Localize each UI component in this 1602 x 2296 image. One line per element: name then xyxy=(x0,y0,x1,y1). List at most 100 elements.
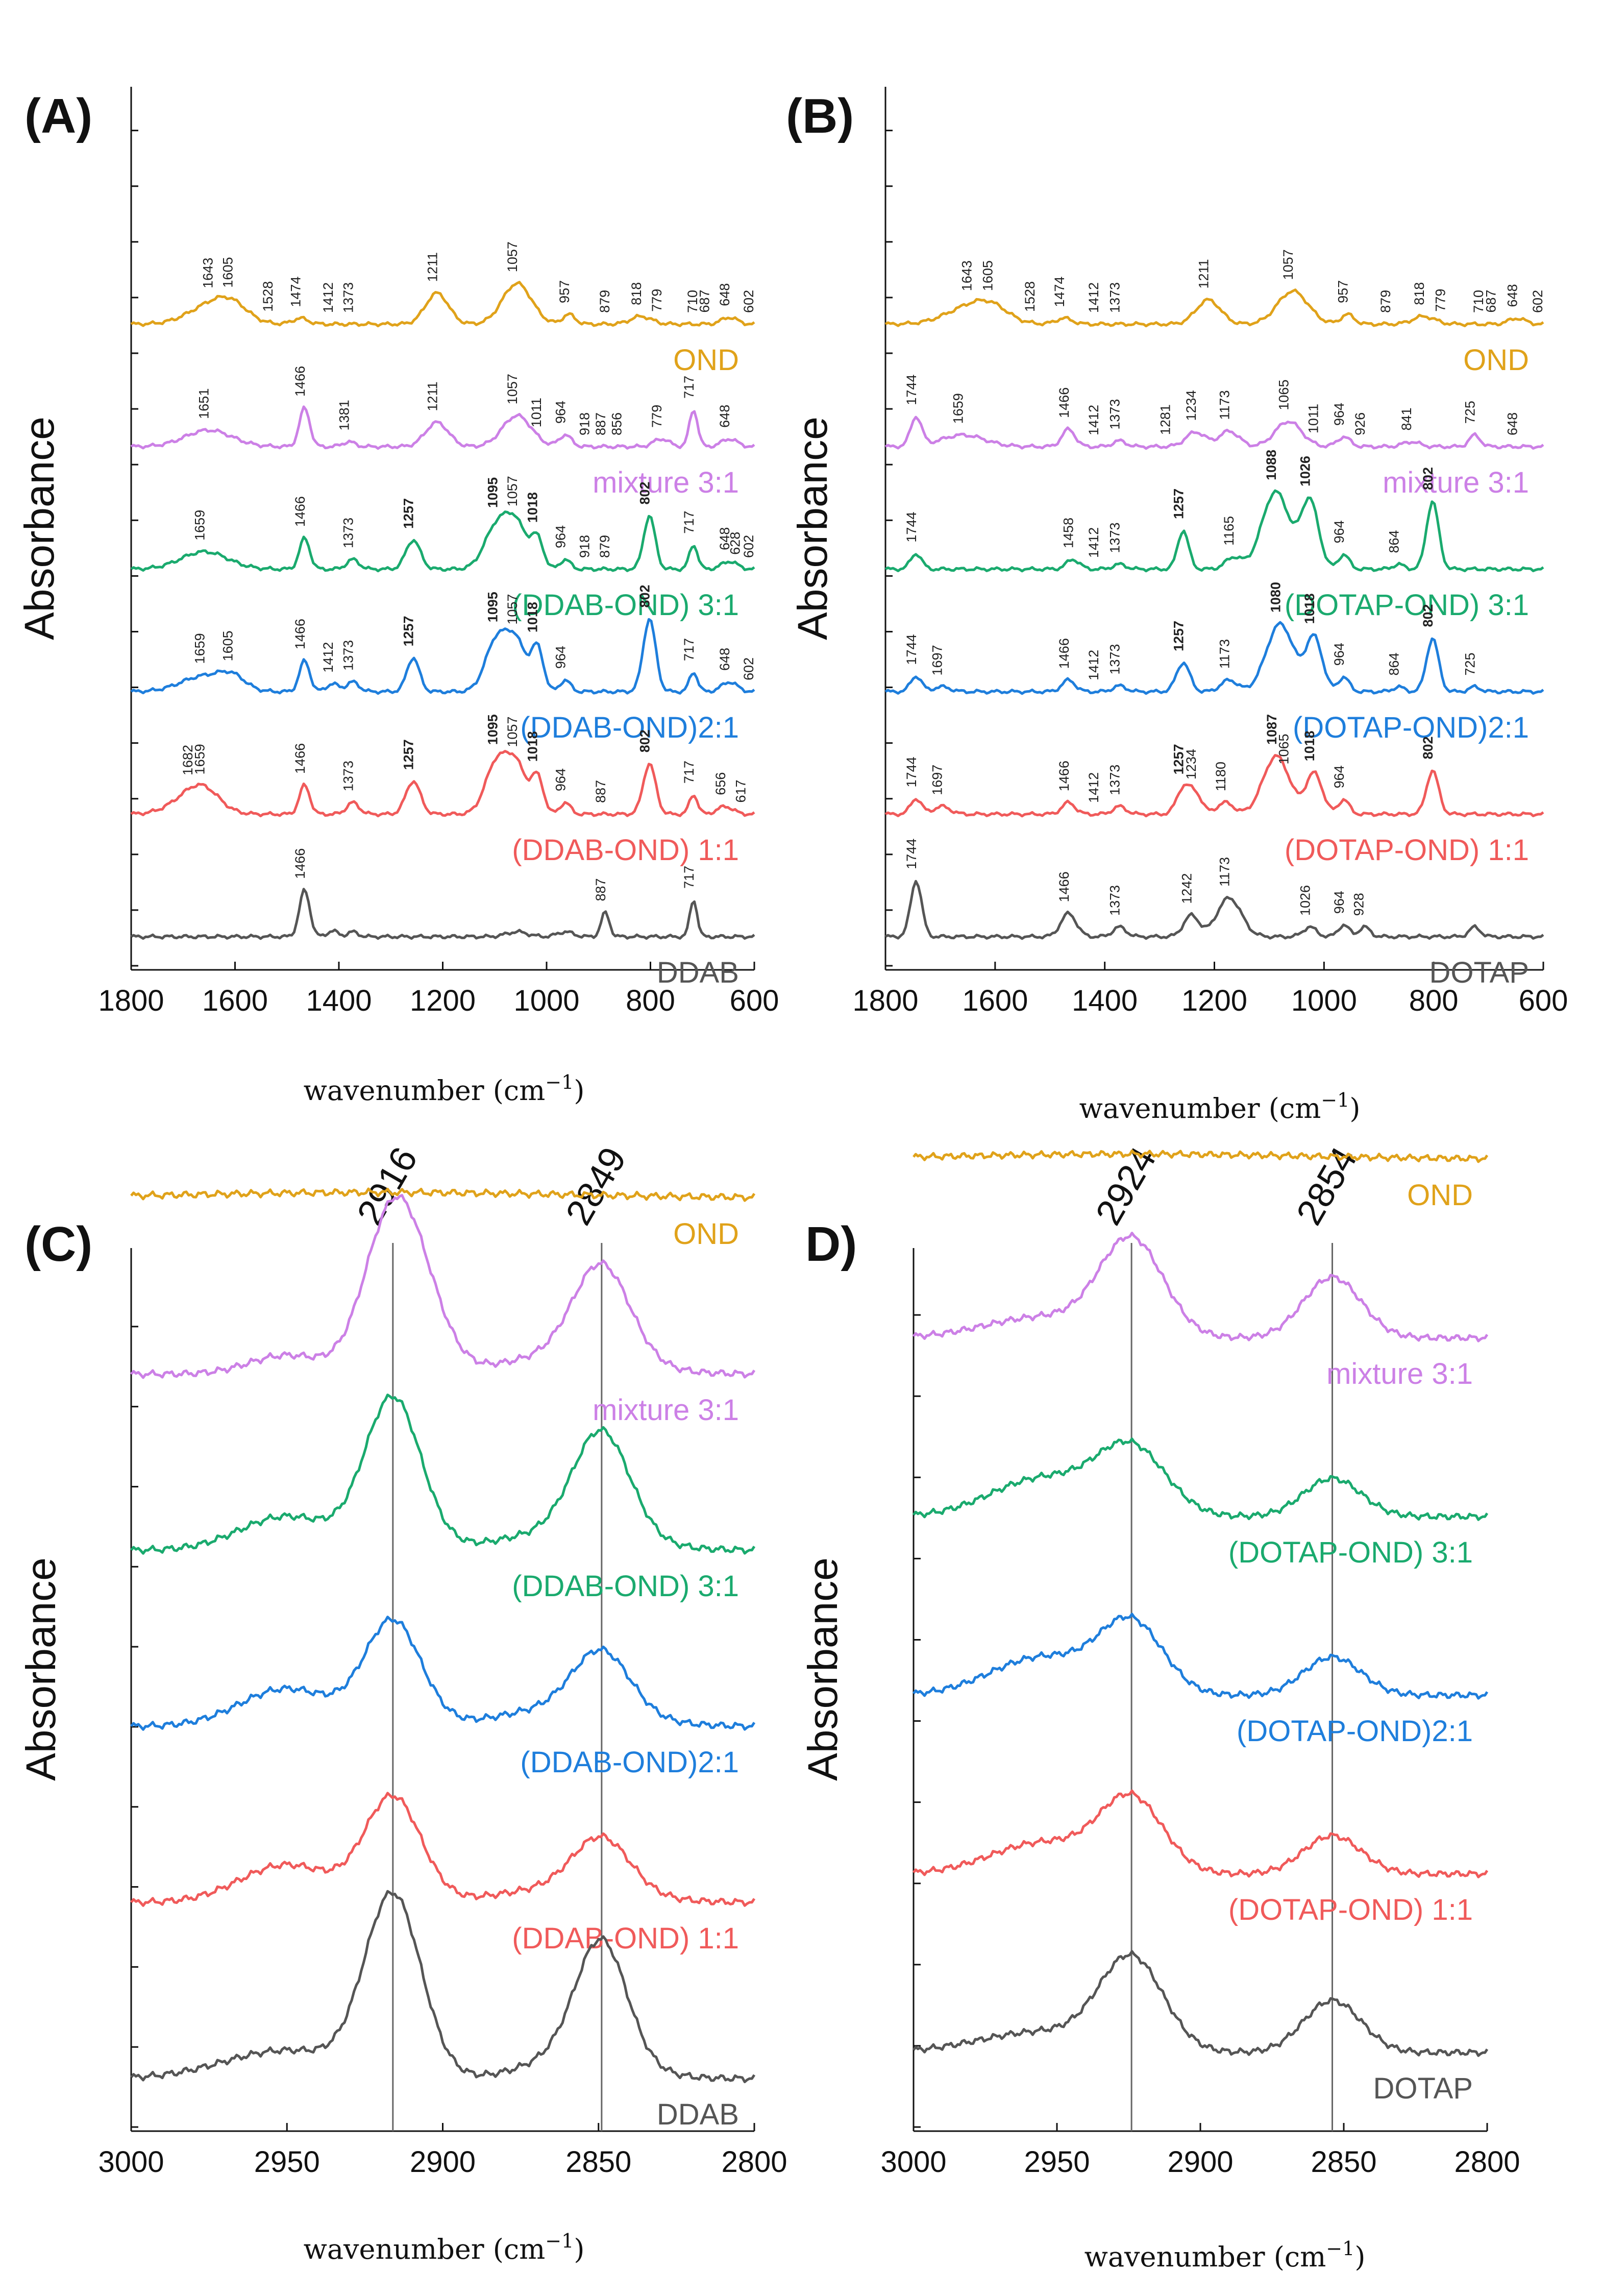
peak-label: 1257 xyxy=(1171,488,1186,519)
panel-label: (B) xyxy=(786,89,854,143)
peak-label: 710 xyxy=(685,290,700,313)
peak-label: 1257 xyxy=(401,616,416,646)
peak-label: 1744 xyxy=(904,375,919,405)
spectrum-line xyxy=(913,1789,1489,1878)
peak-label: 1373 xyxy=(1107,282,1123,313)
peak-label: 1605 xyxy=(220,257,235,288)
x-tick-label: 2850 xyxy=(1311,2145,1376,2179)
peak-label: 1087 xyxy=(1264,714,1279,745)
peak-label: 1474 xyxy=(1052,277,1067,307)
peak-label: 1373 xyxy=(341,282,356,313)
series-label: (DOTAP-OND)2:1 xyxy=(1237,1715,1473,1748)
peak-label: 628 xyxy=(727,532,743,555)
peak-label: 879 xyxy=(1378,290,1393,313)
series-label: DDAB xyxy=(657,956,739,989)
peak-label: 1026 xyxy=(1297,456,1313,486)
peak-label: 1095 xyxy=(485,714,500,745)
series-label: (DDAB-OND) 1:1 xyxy=(512,834,739,867)
panel-label: D) xyxy=(805,1217,857,1272)
peak-label: 1412 xyxy=(321,282,336,313)
peak-label: 1744 xyxy=(904,839,919,869)
x-tick-label: 800 xyxy=(626,984,675,1017)
x-tick-label: 2800 xyxy=(1454,2145,1520,2179)
peak-label: 1065 xyxy=(1276,734,1292,764)
peak-label: 1373 xyxy=(1107,399,1123,430)
peak-label: 1744 xyxy=(904,634,919,665)
peak-label: 1373 xyxy=(1107,885,1123,916)
series-label: (DOTAP-OND) 1:1 xyxy=(1285,834,1529,867)
peak-label: 1018 xyxy=(525,602,540,632)
peak-label: 717 xyxy=(681,866,697,889)
spectrum-line xyxy=(130,1194,756,1379)
peak-label: 1466 xyxy=(292,743,308,774)
y-axis-label: Absorbance xyxy=(800,1557,846,1781)
peak-label: 648 xyxy=(1505,412,1520,435)
peak-label: 802 xyxy=(1420,467,1436,490)
spectrum-line xyxy=(884,880,1544,940)
peak-label: 1018 xyxy=(525,492,540,523)
peak-label: 779 xyxy=(1433,289,1448,312)
peak-label: 1057 xyxy=(505,241,520,272)
series-label: (DOTAP-OND) 3:1 xyxy=(1228,1536,1473,1569)
peak-label: 879 xyxy=(597,535,612,558)
x-tick-label: 800 xyxy=(1409,984,1459,1017)
peak-label: 717 xyxy=(681,761,697,784)
spectrum-line xyxy=(913,1613,1489,1700)
series-label: (DOTAP-OND) 1:1 xyxy=(1228,1893,1473,1926)
peak-label: 1257 xyxy=(1171,621,1186,651)
peak-label: 1412 xyxy=(321,642,336,673)
x-tick-label: 2900 xyxy=(1167,2145,1233,2179)
peak-label: 648 xyxy=(1505,284,1520,307)
peak-label: 1180 xyxy=(1213,762,1228,791)
panel-label: (C) xyxy=(24,1217,92,1272)
spectrum-line xyxy=(130,1187,756,1202)
peak-label: 1173 xyxy=(1217,390,1233,420)
peak-label: 1466 xyxy=(292,848,308,879)
peak-label: 1026 xyxy=(1297,885,1313,916)
peak-label: 802 xyxy=(637,729,653,752)
peak-label: 1018 xyxy=(1302,593,1317,624)
peak-label: 1257 xyxy=(1171,744,1186,774)
x-tick-label: 600 xyxy=(730,984,779,1017)
peak-label: 1682 xyxy=(180,745,195,775)
x-tick-label: 1200 xyxy=(1181,984,1247,1017)
spectrum-line xyxy=(913,1149,1489,1163)
x-tick-label: 2950 xyxy=(1024,2145,1090,2179)
peak-label: 648 xyxy=(717,283,732,306)
peak-label: 964 xyxy=(1332,520,1347,543)
peak-label: 1458 xyxy=(1061,518,1076,548)
peak-label: 1412 xyxy=(1086,405,1101,435)
series-label: (DDAB-OND) 3:1 xyxy=(512,589,739,622)
peak-label: 1257 xyxy=(401,498,416,529)
peak-label: 964 xyxy=(553,401,569,424)
spectrum-line xyxy=(884,489,1544,573)
peak-label: 841 xyxy=(1399,407,1414,430)
peak-label: 1065 xyxy=(1276,380,1292,410)
peak-label: 1057 xyxy=(1280,249,1296,280)
peak-label: 1697 xyxy=(930,645,945,675)
peak-label: 879 xyxy=(597,290,612,313)
peak-label: 1381 xyxy=(336,400,352,430)
x-tick-label: 1200 xyxy=(410,984,476,1017)
spectrum-line xyxy=(884,621,1544,695)
y-axis-label: Absorbance xyxy=(16,417,63,640)
peak-label: 602 xyxy=(1530,290,1545,313)
series-label: mixture 3:1 xyxy=(593,466,739,499)
peak-label: 1466 xyxy=(292,366,308,397)
peak-label: 1466 xyxy=(1056,638,1072,669)
series-label: mixture 3:1 xyxy=(1383,466,1529,499)
series-label: OND xyxy=(673,344,739,377)
series-label: (DOTAP-OND) 3:1 xyxy=(1285,589,1529,622)
peak-label: 802 xyxy=(1420,604,1436,627)
x-tick-label: 1000 xyxy=(513,984,579,1017)
peak-label: 1466 xyxy=(1056,761,1072,791)
peak-label: 1173 xyxy=(1217,639,1232,669)
series-label: OND xyxy=(1463,344,1529,377)
series-label: mixture 3:1 xyxy=(593,1394,739,1427)
spectrum-line xyxy=(913,1437,1489,1521)
peak-label: 957 xyxy=(557,280,572,303)
peak-label: 725 xyxy=(1463,401,1478,424)
x-tick-label: 600 xyxy=(1519,984,1568,1017)
series-label: DOTAP xyxy=(1373,2072,1473,2105)
